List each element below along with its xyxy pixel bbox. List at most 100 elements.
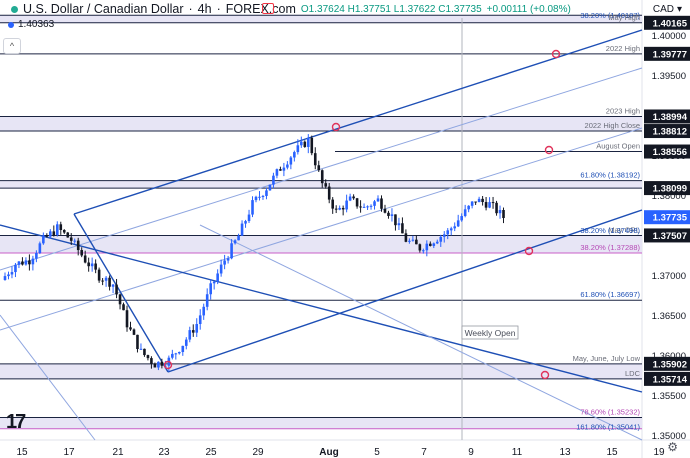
level-price-tag-text: 1.37507 (653, 231, 687, 242)
candle-body (3, 276, 7, 280)
candle-body (136, 334, 139, 350)
candle-body (181, 345, 185, 353)
candle-body (442, 234, 446, 237)
candle-body (129, 327, 132, 330)
candle-body (300, 141, 303, 146)
candle-body (101, 280, 104, 282)
candle-body (331, 199, 334, 209)
candle-body (362, 206, 366, 208)
pivot-marker (540, 370, 550, 380)
candle-body (233, 240, 237, 244)
x-tick-label: 5 (374, 447, 380, 458)
candle-body (219, 264, 223, 274)
candle-body (327, 186, 331, 200)
candle-body (258, 196, 261, 198)
gear-icon[interactable]: ⚙ (667, 440, 678, 454)
candle-body (83, 255, 87, 263)
candle-body (188, 330, 192, 340)
level-zone (0, 235, 642, 253)
currency-label: CAD (652, 4, 674, 15)
candle-body (348, 196, 352, 201)
candle-body (376, 198, 380, 202)
candle-body (69, 237, 73, 241)
candle-body (24, 260, 28, 265)
candle-body (17, 261, 21, 265)
level-price-tag (644, 144, 690, 159)
x-tick-label: 15 (606, 447, 618, 458)
collapse-legend-button[interactable]: ^ (3, 38, 21, 54)
candle-body (320, 170, 324, 184)
currency-selector[interactable]: CAD ▾ (653, 4, 682, 15)
candle-body (432, 243, 436, 246)
level-label: 161.80% (1.35041) (576, 423, 640, 432)
candle-body (198, 315, 202, 325)
x-tick-label: 29 (252, 447, 264, 458)
timeframe-label[interactable]: 4h (197, 2, 212, 16)
candle-body (247, 214, 251, 222)
open-value: O1.37624 (300, 3, 345, 15)
indicator-value: 1.40363 (18, 19, 55, 30)
level-label: May, June, July Low (573, 354, 641, 363)
level-price-tag-text: 1.38556 (653, 147, 687, 158)
level-price-tag-text: 1.39777 (653, 49, 687, 60)
candle-body (282, 167, 286, 171)
candle-body (104, 277, 108, 281)
candle-body (425, 243, 429, 251)
x-tick-label: 23 (158, 447, 170, 458)
candle-body (474, 201, 477, 203)
candle-body (62, 230, 66, 233)
candle-body (171, 353, 174, 358)
level-price-tag (644, 124, 690, 139)
candle-body (178, 352, 181, 354)
candle-body (289, 157, 293, 165)
candle-body (390, 214, 394, 216)
candle-body (108, 277, 111, 287)
candle-body (324, 183, 328, 187)
candle-body (251, 200, 254, 215)
weekly-open-box (461, 325, 519, 340)
x-tick-label: 13 (559, 447, 571, 458)
indicator-legend: 1.40363 (0, 19, 54, 30)
candle-body (122, 304, 125, 311)
candle-body (240, 223, 244, 236)
candle-body (446, 230, 450, 235)
flag-icon[interactable] (262, 3, 274, 14)
level-zone (0, 116, 642, 132)
candle-body (226, 258, 230, 261)
level-label: May High (608, 13, 640, 22)
level-price-tag (644, 15, 690, 30)
x-tick-label: 9 (468, 447, 474, 458)
candle-body (275, 169, 279, 176)
candle-body (7, 274, 10, 277)
candle-body (415, 239, 418, 245)
close-value: C1.37735 (438, 3, 482, 15)
candle-body (470, 201, 474, 206)
y-tick-label: 1.39500 (652, 71, 686, 82)
candle-body (435, 241, 439, 244)
candle-body (317, 165, 321, 171)
exchange-label: FOREX.com (225, 2, 296, 16)
candle-body (184, 339, 188, 346)
candle-body (429, 243, 432, 246)
candle-body (146, 355, 150, 359)
candle-body (422, 250, 425, 252)
candle-body (212, 281, 216, 284)
candle-body (52, 231, 56, 236)
candle-body (303, 141, 307, 147)
candle-body (87, 262, 90, 267)
candle-body (279, 169, 282, 171)
candle-body (160, 361, 164, 366)
candle-body (191, 330, 195, 333)
pivot-marker (551, 49, 561, 59)
candle-body (111, 284, 115, 287)
y-tick-label: 1.36000 (652, 351, 686, 362)
candle-body (139, 348, 143, 350)
level-label: 61.80% (1.38192) (580, 171, 640, 180)
candle-body (310, 137, 314, 154)
trend-channel-line (0, 127, 643, 331)
candle-body (80, 250, 83, 256)
symbol-title[interactable]: U.S. Dollar / Canadian Dollar (23, 2, 184, 16)
candle-body (313, 153, 317, 166)
trend-channel-line (0, 314, 96, 441)
